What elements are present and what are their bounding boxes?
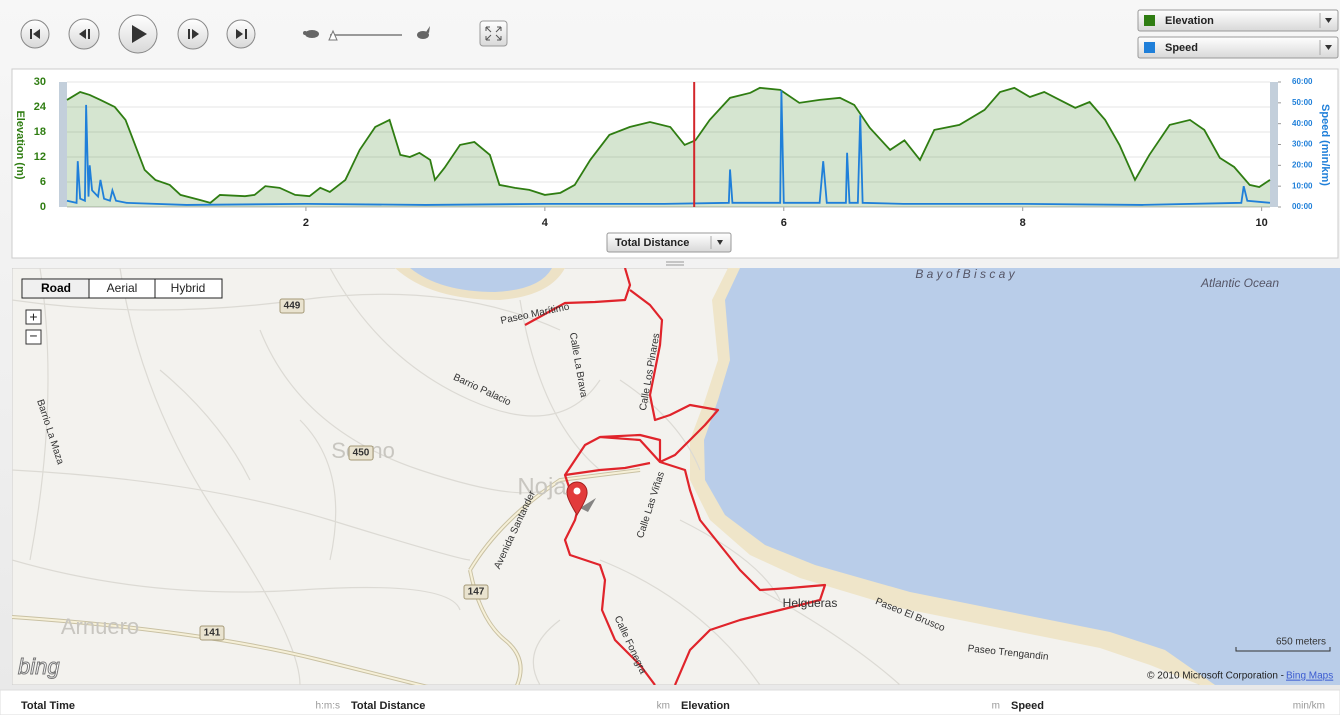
right-handle xyxy=(1270,82,1278,207)
copyright-link[interactable]: Bing Maps xyxy=(1286,671,1333,682)
map-label: 141 xyxy=(204,628,221,639)
map-label: 147 xyxy=(468,587,485,598)
y2-tick-label: 10:00 xyxy=(1292,181,1313,190)
map-label: 450 xyxy=(353,448,370,459)
zoom-out-box xyxy=(25,329,42,345)
dropdown-arrow xyxy=(1325,45,1332,50)
copyright: © 2010 Microsoft Corporation - xyxy=(1147,671,1284,682)
x-tick-label: 6 xyxy=(781,217,787,229)
x-tick-label: 2 xyxy=(303,217,309,229)
x-tick-label: 4 xyxy=(542,217,549,229)
y2-tick-label: 20:00 xyxy=(1292,160,1313,169)
panel-grip[interactable] xyxy=(666,261,684,266)
stat-label: Total Distance xyxy=(351,700,425,712)
playback-controls xyxy=(20,14,256,54)
road-shield xyxy=(348,445,374,461)
chart: 061218243000:0010:0020:0030:0040:0050:00… xyxy=(34,76,1313,229)
y2-axis-label: Speed (min/km) xyxy=(1319,104,1331,186)
stat-unit: km xyxy=(657,701,670,712)
x-axis-label: Total Distance xyxy=(615,237,689,249)
footer-fields: Total Time h:m:s Total Distance km Elevation… xyxy=(21,700,1325,712)
x-axis-dropdown[interactable]: Total Distance xyxy=(606,232,732,253)
zoom-in-box xyxy=(25,309,42,325)
map-label: Helgueras xyxy=(783,596,838,610)
x-tick-label: 8 xyxy=(1020,217,1026,229)
map-scale: 650 meters xyxy=(1276,637,1326,648)
road-shield xyxy=(199,625,225,641)
series-swatch xyxy=(1144,15,1155,26)
stat-label: Elevation xyxy=(681,700,730,712)
y2-tick-label: 40:00 xyxy=(1292,119,1313,128)
series-selectors: Elevation Speed xyxy=(1137,9,1339,59)
map-label: 449 xyxy=(284,301,301,312)
map-label: Arnuero xyxy=(61,614,139,639)
y2-tick-label: 30:00 xyxy=(1292,140,1313,149)
y-axis-label: Elevation (m) xyxy=(14,110,26,179)
series-swatch xyxy=(1144,42,1155,53)
selected-view xyxy=(23,280,89,297)
map-label: Noja xyxy=(517,473,567,500)
zoom-out[interactable]: − xyxy=(29,328,37,344)
stat-unit: m xyxy=(992,701,1000,712)
y2-tick-label: 50:00 xyxy=(1292,98,1313,107)
chart-panel xyxy=(11,68,1339,259)
map-label: Atlantic Ocean xyxy=(1200,276,1279,290)
dropdown-arrow xyxy=(1325,18,1332,23)
y2-tick-label: 00:00 xyxy=(1292,202,1313,211)
stat-label: Speed xyxy=(1011,700,1044,712)
playback-icons xyxy=(30,25,247,43)
area-fill xyxy=(67,87,1270,207)
y-tick-label: 12 xyxy=(34,151,46,163)
route xyxy=(524,268,827,685)
stat-label: Total Time xyxy=(21,700,75,712)
y-tick-label: 6 xyxy=(40,176,46,188)
stat-unit: min/km xyxy=(1293,701,1325,712)
road-shield xyxy=(279,298,305,314)
speed-slider[interactable] xyxy=(303,26,430,41)
scale-bar xyxy=(1235,647,1331,652)
stat-unit: h:m:s xyxy=(316,701,340,712)
series-dropdown[interactable] xyxy=(1137,9,1339,32)
series-name: Speed xyxy=(1165,42,1198,54)
view-button[interactable]: Road xyxy=(41,281,71,295)
position-pin[interactable] xyxy=(566,481,596,516)
line xyxy=(66,90,1271,206)
area-line xyxy=(66,86,1271,204)
sea xyxy=(704,268,1340,685)
y-tick-label: 24 xyxy=(34,101,47,113)
view-button[interactable]: Aerial xyxy=(107,281,138,295)
y-tick-label: 30 xyxy=(34,76,46,88)
map-label: B a y o f B i s c a y xyxy=(915,267,1015,281)
x-tick-label: 10 xyxy=(1256,217,1268,229)
zoom-in[interactable]: + xyxy=(29,309,37,325)
left-handle xyxy=(59,82,67,207)
bay xyxy=(410,268,552,292)
view-buttons: Road Aerial Hybrid xyxy=(21,278,223,299)
view-button[interactable]: Hybrid xyxy=(171,281,206,295)
series-dropdown[interactable] xyxy=(1137,36,1339,59)
y-tick-label: 18 xyxy=(34,126,46,138)
footer xyxy=(0,689,1340,715)
map-logo: bing xyxy=(18,654,60,679)
fullscreen-button[interactable] xyxy=(479,20,508,47)
series-name: Elevation xyxy=(1165,15,1214,27)
road-shield xyxy=(463,584,489,600)
y2-tick-label: 60:00 xyxy=(1292,77,1313,86)
y-tick-label: 0 xyxy=(40,201,46,213)
